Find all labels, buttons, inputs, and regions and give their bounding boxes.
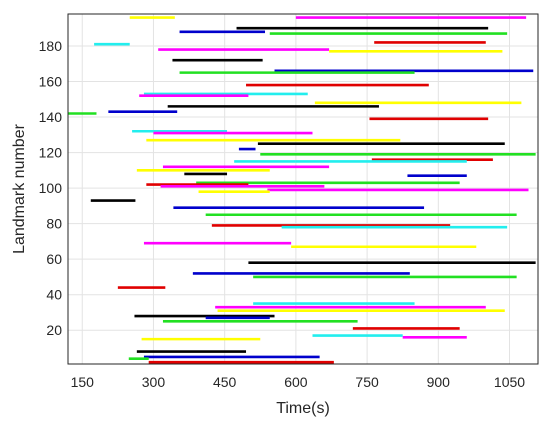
x-tick-label: 300 bbox=[142, 374, 166, 390]
y-tick-label: 80 bbox=[46, 216, 62, 232]
segments-group bbox=[68, 16, 536, 364]
x-tick-label: 600 bbox=[284, 374, 308, 390]
y-tick-label: 160 bbox=[39, 74, 63, 90]
y-tick-label: 20 bbox=[46, 322, 62, 338]
x-tick-label: 1050 bbox=[494, 374, 525, 390]
x-tick-label: 750 bbox=[355, 374, 379, 390]
x-tick-label: 450 bbox=[213, 374, 237, 390]
y-tick-labels: 20 40 60 80 100 120 140 160 180 bbox=[39, 38, 63, 338]
x-tick-labels: 150 300 450 600 750 900 1050 bbox=[71, 374, 526, 390]
y-tick-label: 60 bbox=[46, 251, 62, 267]
y-tick-label: 40 bbox=[46, 287, 62, 303]
x-tick-label: 900 bbox=[427, 374, 451, 390]
plot-frame bbox=[67, 13, 539, 365]
y-tick-label: 100 bbox=[39, 180, 63, 196]
x-axis-label: Time(s) bbox=[276, 400, 330, 417]
y-tick-label: 180 bbox=[39, 38, 63, 54]
y-tick-label: 140 bbox=[39, 109, 63, 125]
y-axis-label: Landmark number bbox=[11, 123, 28, 254]
x-tick-label: 150 bbox=[71, 374, 95, 390]
y-tick-label: 120 bbox=[39, 145, 63, 161]
